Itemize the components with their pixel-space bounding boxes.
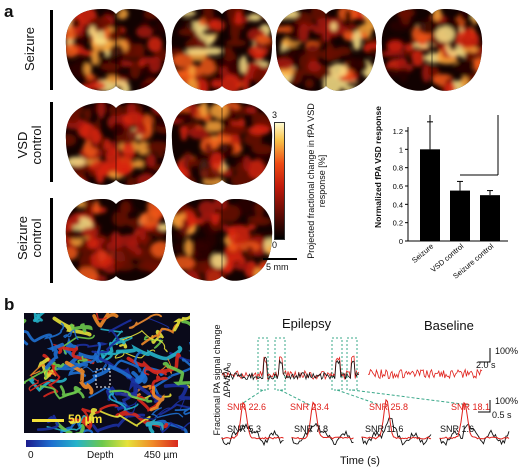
scalebar-5mm (263, 258, 297, 260)
brain-map-2 (171, 8, 273, 91)
bar-3 (480, 195, 500, 241)
panel-a-letter: a (4, 2, 14, 21)
snr-black-4: SNR 1.6 (440, 424, 475, 434)
scale-bot-x: 0.5 s (492, 410, 512, 420)
scalebar-50um-label: 50 µm (68, 412, 103, 426)
snr-red-1: SNR 22.6 (227, 402, 267, 412)
bar-2 (450, 190, 470, 241)
colorbar-max: 3 (272, 110, 278, 120)
brain-maps (65, 8, 483, 281)
colorbar-min: 0 (272, 240, 278, 250)
panel-b-letter: b (4, 295, 15, 314)
brain-map-6 (171, 102, 273, 185)
trace-xlabel: Time (s) (340, 455, 380, 467)
snr-black-1: SNR 5.3 (227, 424, 262, 434)
depth-max: 450 µm (144, 450, 178, 461)
snr-red-2: SNR 23.4 (290, 402, 330, 412)
bar-1 (420, 149, 440, 241)
depth-label: Depth (87, 450, 114, 461)
bar-ytick-label: 0.8 (393, 164, 403, 173)
bar-ytick-label: 0.2 (393, 219, 403, 228)
scale-bot-y: 100% (495, 396, 519, 406)
bar-ytick-label: 0.6 (393, 182, 403, 191)
row-divider-2 (50, 102, 53, 182)
brain-map-7 (65, 198, 167, 281)
snr-red-4: SNR 18.1 (451, 402, 491, 412)
baseline-title: Baseline (424, 318, 474, 333)
row-divider-3 (50, 198, 53, 283)
row-divider-1 (50, 10, 53, 90)
scale-top-y: 100% (495, 346, 519, 356)
bar-chart-ylabel: Normalized fPA VSD response (373, 106, 383, 228)
bar-category-label: Seizure (410, 242, 435, 265)
bar-ytick-label: 1 (399, 145, 403, 154)
scale-top-x: 2.0 s (476, 360, 496, 370)
brain-map-1 (65, 8, 167, 91)
scalebar-5mm-label: 5 mm (266, 262, 289, 272)
vasculature-depth-image (24, 313, 190, 433)
depth-colorbar (26, 440, 178, 447)
bar-ytick-label: 1.2 (393, 127, 403, 136)
brain-map-5 (65, 102, 167, 185)
brain-map-3 (275, 8, 377, 91)
colorbar-label: Projected fractional change in fPA VSD r… (306, 103, 327, 259)
epilepsy-title: Epilepsy (282, 316, 332, 331)
snr-black-3: SNR 11.6 (365, 424, 404, 434)
sig-bracket (429, 115, 499, 175)
brain-map-4 (381, 8, 483, 91)
scalebar-50um (32, 419, 64, 422)
bar-ytick-label: 0.4 (393, 200, 403, 209)
depth-min: 0 (28, 450, 34, 461)
colorbar (274, 122, 285, 240)
snr-black-2: SNR 7.8 (294, 424, 329, 434)
bar-ytick-label: 0 (399, 237, 403, 246)
pa-traces (221, 337, 510, 447)
brain-map-8 (171, 198, 273, 281)
snr-red-3: SNR 25.8 (369, 402, 409, 412)
